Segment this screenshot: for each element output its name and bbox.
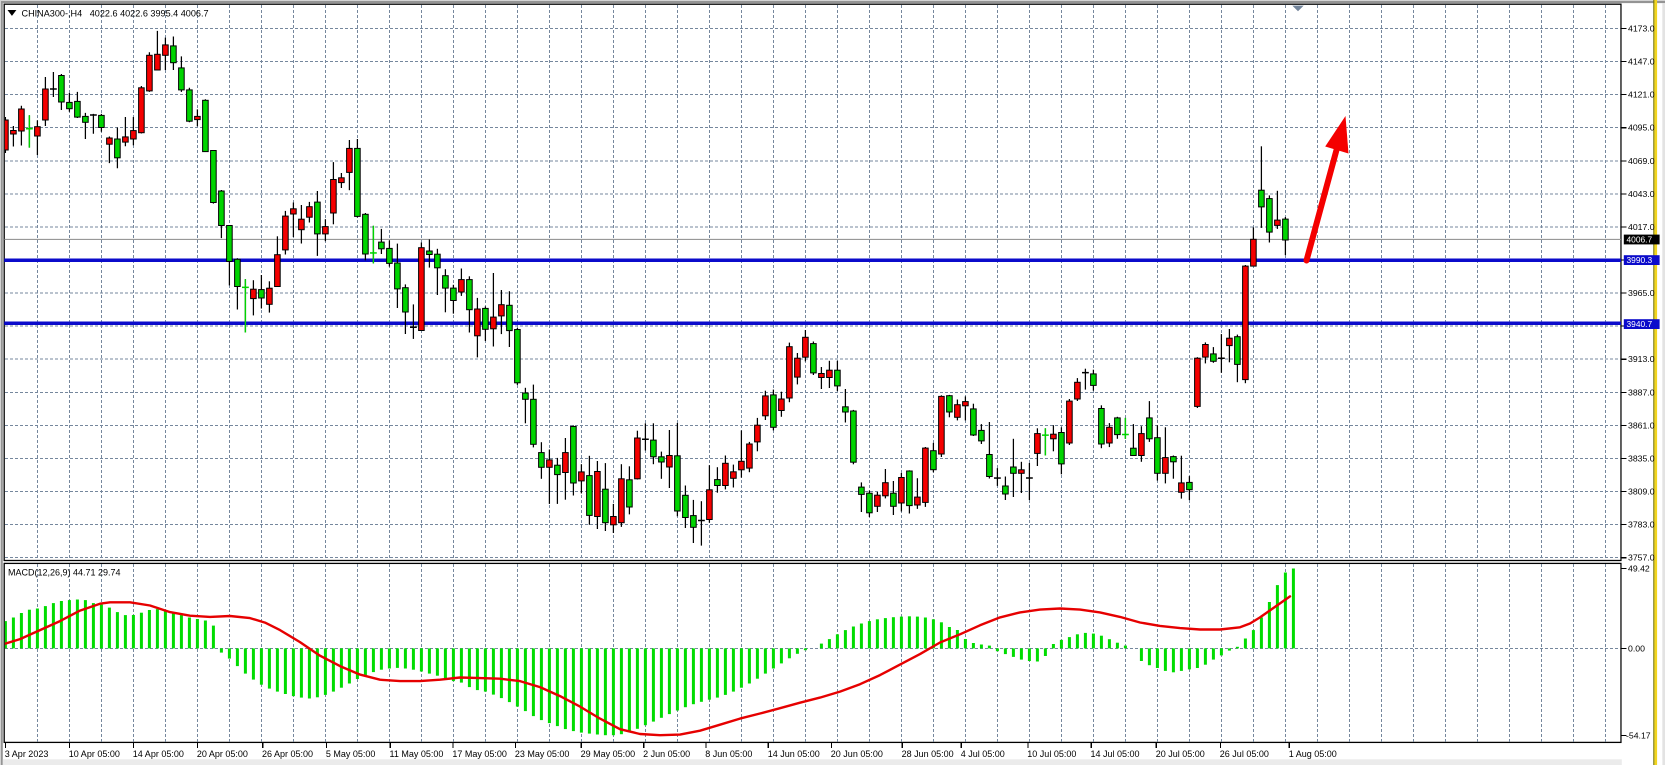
svg-text:3835.0: 3835.0	[1628, 453, 1655, 463]
svg-text:28 Jun 05:00: 28 Jun 05:00	[902, 749, 954, 759]
svg-text:14 Jun 05:00: 14 Jun 05:00	[768, 749, 820, 759]
svg-text:MACD(12,26,9) 44.71 29.74: MACD(12,26,9) 44.71 29.74	[8, 568, 121, 578]
svg-text:26 Jul 05:00: 26 Jul 05:00	[1220, 749, 1269, 759]
svg-text:14 Apr 05:00: 14 Apr 05:00	[133, 749, 184, 759]
svg-text:1 Aug 05:00: 1 Aug 05:00	[1289, 749, 1337, 759]
svg-text:4 Jul 05:00: 4 Jul 05:00	[961, 749, 1005, 759]
svg-text:26 Apr 05:00: 26 Apr 05:00	[262, 749, 313, 759]
svg-text:3809.0: 3809.0	[1628, 487, 1655, 497]
svg-text:23 May 05:00: 23 May 05:00	[515, 749, 570, 759]
svg-text:3757.0: 3757.0	[1628, 553, 1655, 563]
svg-text:17 May 05:00: 17 May 05:00	[452, 749, 507, 759]
svg-text:3965.0: 3965.0	[1628, 288, 1655, 298]
svg-text:3990.3: 3990.3	[1627, 255, 1653, 265]
svg-text:3913.0: 3913.0	[1628, 354, 1655, 364]
svg-text:4147.0: 4147.0	[1628, 57, 1655, 67]
svg-text:10 Jul 05:00: 10 Jul 05:00	[1027, 749, 1076, 759]
svg-text:29 May 05:00: 29 May 05:00	[581, 749, 636, 759]
svg-text:20 Jul 05:00: 20 Jul 05:00	[1156, 749, 1205, 759]
svg-text:3861.0: 3861.0	[1628, 420, 1655, 430]
svg-text:49.42: 49.42	[1628, 564, 1650, 574]
svg-text:4017.0: 4017.0	[1628, 222, 1655, 232]
svg-text:10 Apr 05:00: 10 Apr 05:00	[69, 749, 120, 759]
svg-text:3 Apr 2023: 3 Apr 2023	[5, 749, 49, 759]
svg-text:3783.0: 3783.0	[1628, 520, 1655, 530]
svg-text:2 Jun 05:00: 2 Jun 05:00	[643, 749, 690, 759]
svg-text:3940.7: 3940.7	[1627, 319, 1653, 329]
svg-text:4173.0: 4173.0	[1628, 24, 1655, 34]
svg-text:20 Apr 05:00: 20 Apr 05:00	[197, 749, 248, 759]
svg-text:0.00: 0.00	[1628, 643, 1645, 653]
svg-text:20 Jun 05:00: 20 Jun 05:00	[831, 749, 883, 759]
svg-text:8 Jun 05:00: 8 Jun 05:00	[705, 749, 752, 759]
svg-text:4043.0: 4043.0	[1628, 189, 1655, 199]
svg-text:4069.0: 4069.0	[1628, 156, 1655, 166]
svg-text:4121.0: 4121.0	[1628, 90, 1655, 100]
svg-text:-54.17: -54.17	[1626, 731, 1651, 741]
svg-text:3887.0: 3887.0	[1628, 387, 1655, 397]
svg-text:11 May 05:00: 11 May 05:00	[390, 749, 444, 759]
svg-text:CHINA300-,H4 4022.6 4022.6 3: CHINA300-,H4 4022.6 4022.6 3995.4 4006.7	[22, 8, 209, 18]
svg-text:4095.0: 4095.0	[1628, 123, 1655, 133]
svg-text:5 May 05:00: 5 May 05:00	[326, 749, 376, 759]
svg-text:14 Jul 05:00: 14 Jul 05:00	[1091, 749, 1140, 759]
svg-text:4006.7: 4006.7	[1627, 234, 1653, 244]
